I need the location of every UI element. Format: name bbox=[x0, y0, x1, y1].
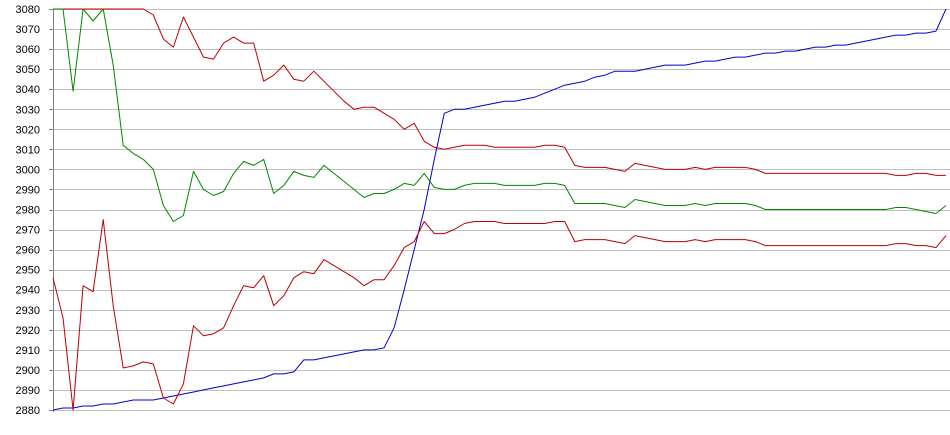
y-tick-label: 3080 bbox=[16, 4, 40, 16]
grid-lines bbox=[53, 9, 950, 411]
y-tick-label: 2980 bbox=[16, 205, 40, 217]
series-line-1 bbox=[52, 8, 947, 411]
y-tick-label: 3000 bbox=[16, 164, 40, 176]
y-tick-label: 3020 bbox=[16, 124, 40, 136]
y-tick-label: 2880 bbox=[16, 405, 40, 417]
y-tick-label: 2890 bbox=[16, 385, 40, 397]
y-tick-label: 3070 bbox=[16, 24, 40, 36]
y-tick-label: 2960 bbox=[16, 245, 40, 257]
y-tick-label: 3050 bbox=[16, 64, 40, 76]
series-line-4 bbox=[52, 219, 947, 411]
y-tick-label: 2970 bbox=[16, 225, 40, 237]
y-tick-label: 3030 bbox=[16, 104, 40, 116]
y-tick-label: 2930 bbox=[16, 305, 40, 317]
y-tick-label: 2920 bbox=[16, 325, 40, 337]
y-tick-label: 2990 bbox=[16, 184, 40, 196]
y-tick-label: 2950 bbox=[16, 265, 40, 277]
axes bbox=[49, 9, 54, 412]
y-axis-tick-labels: 2880 2890 2900 2910 2920 2930 2940 2950 2960 2970… bbox=[16, 4, 40, 417]
series-lines bbox=[52, 8, 947, 411]
y-tick-label: 3060 bbox=[16, 44, 40, 56]
series-line-2 bbox=[53, 8, 946, 176]
y-tick-label: 3010 bbox=[16, 144, 40, 156]
series-line-3 bbox=[53, 8, 947, 222]
y-tick-label: 2900 bbox=[16, 365, 40, 377]
y-tick-label: 2910 bbox=[16, 345, 40, 357]
y-tick-label: 2940 bbox=[16, 285, 40, 297]
y-tick-label: 3040 bbox=[16, 84, 40, 96]
